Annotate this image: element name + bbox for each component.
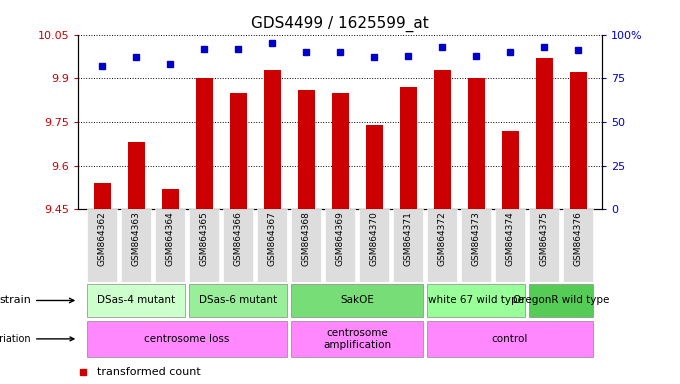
Text: GSM864373: GSM864373 [471, 212, 481, 266]
FancyBboxPatch shape [359, 209, 389, 282]
Bar [536, 58, 552, 209]
Bar [400, 87, 416, 209]
Text: SakOE: SakOE [340, 295, 374, 306]
Text: GSM864364: GSM864364 [165, 212, 175, 266]
Text: genotype/variation: genotype/variation [0, 334, 74, 344]
Text: DSas-6 mutant: DSas-6 mutant [199, 295, 277, 306]
Bar [264, 70, 280, 209]
FancyBboxPatch shape [393, 209, 423, 282]
Text: GSM864367: GSM864367 [267, 212, 277, 266]
Text: DSas-4 mutant: DSas-4 mutant [97, 295, 175, 306]
Title: GDS4499 / 1625599_at: GDS4499 / 1625599_at [251, 16, 429, 32]
Text: GSM864365: GSM864365 [199, 212, 209, 266]
Bar [434, 70, 450, 209]
Bar [94, 183, 110, 209]
Text: GSM864374: GSM864374 [505, 212, 515, 266]
Text: GSM864369: GSM864369 [335, 212, 345, 266]
Bar [196, 78, 212, 209]
Bar [332, 93, 348, 209]
Text: GSM864368: GSM864368 [301, 212, 311, 266]
FancyBboxPatch shape [495, 209, 525, 282]
FancyBboxPatch shape [291, 284, 423, 317]
FancyBboxPatch shape [188, 209, 219, 282]
Text: GSM864375: GSM864375 [539, 212, 549, 266]
FancyBboxPatch shape [188, 284, 287, 317]
Bar [502, 131, 518, 209]
Bar [298, 90, 314, 209]
FancyBboxPatch shape [563, 209, 593, 282]
Text: GSM864363: GSM864363 [131, 212, 141, 266]
FancyBboxPatch shape [291, 209, 322, 282]
FancyBboxPatch shape [257, 209, 287, 282]
FancyBboxPatch shape [87, 284, 185, 317]
Text: control: control [492, 334, 528, 344]
FancyBboxPatch shape [427, 209, 457, 282]
FancyBboxPatch shape [529, 209, 559, 282]
Bar [230, 93, 246, 209]
Text: GSM864372: GSM864372 [437, 212, 447, 266]
Bar [162, 189, 178, 209]
Bar [366, 125, 382, 209]
FancyBboxPatch shape [325, 209, 355, 282]
FancyBboxPatch shape [529, 284, 593, 317]
Text: strain: strain [0, 295, 74, 306]
FancyBboxPatch shape [222, 209, 253, 282]
Text: centrosome loss: centrosome loss [144, 334, 230, 344]
Text: GSM864376: GSM864376 [573, 212, 583, 266]
Text: GSM864371: GSM864371 [403, 212, 413, 266]
Bar [128, 142, 144, 209]
Bar [570, 73, 586, 209]
FancyBboxPatch shape [87, 321, 287, 357]
Text: centrosome
amplification: centrosome amplification [323, 328, 391, 350]
FancyBboxPatch shape [427, 321, 593, 357]
Bar [468, 78, 484, 209]
FancyBboxPatch shape [121, 209, 151, 282]
Text: OregonR wild type: OregonR wild type [513, 295, 609, 306]
FancyBboxPatch shape [427, 284, 525, 317]
FancyBboxPatch shape [461, 209, 491, 282]
Text: white 67 wild type: white 67 wild type [428, 295, 524, 306]
Text: transformed count: transformed count [97, 367, 201, 377]
Text: GSM864370: GSM864370 [369, 212, 379, 266]
FancyBboxPatch shape [154, 209, 185, 282]
FancyBboxPatch shape [87, 209, 117, 282]
Text: GSM864366: GSM864366 [233, 212, 243, 266]
FancyBboxPatch shape [291, 321, 423, 357]
Text: GSM864362: GSM864362 [97, 212, 107, 266]
